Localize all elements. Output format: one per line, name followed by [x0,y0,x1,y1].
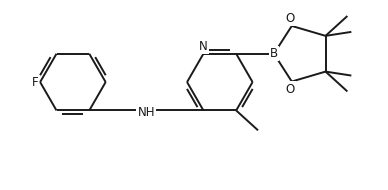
Text: N: N [199,40,208,53]
Text: O: O [285,12,294,25]
Text: O: O [285,82,294,96]
Text: F: F [31,76,38,89]
Text: NH: NH [138,106,155,119]
Text: B: B [270,47,278,60]
